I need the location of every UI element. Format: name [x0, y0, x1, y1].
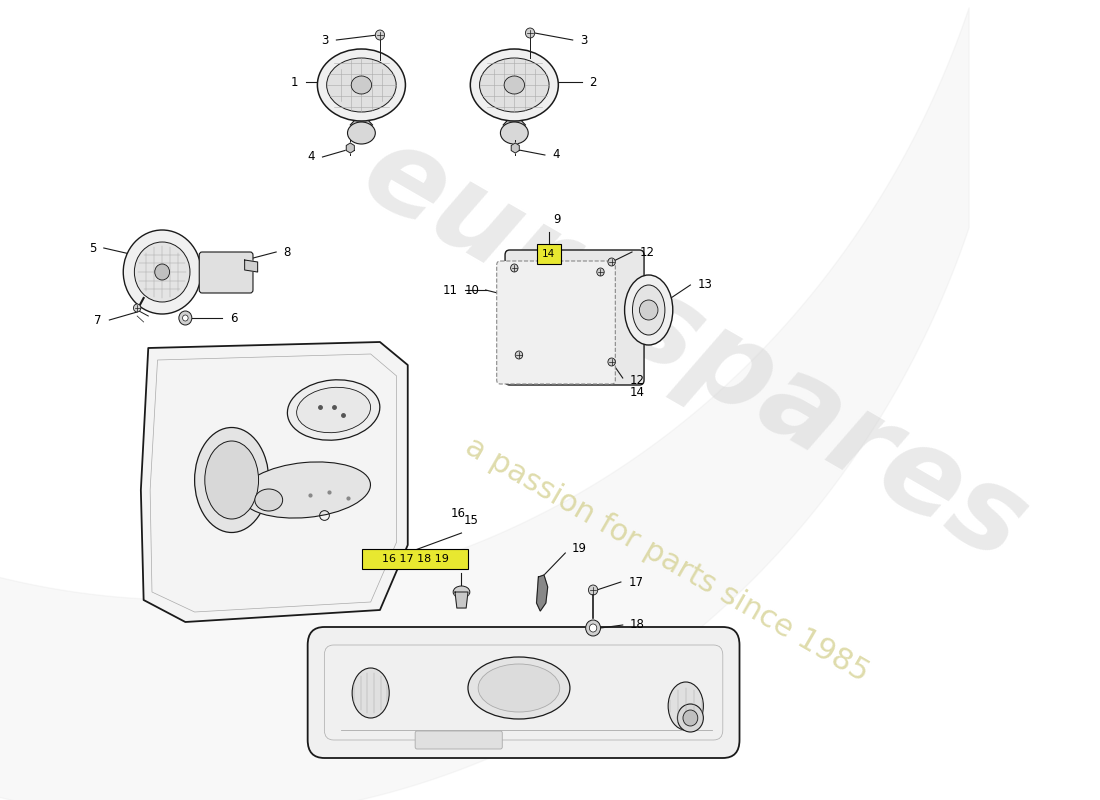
Circle shape [526, 28, 535, 38]
Text: 17: 17 [628, 575, 643, 589]
Polygon shape [350, 121, 373, 125]
Ellipse shape [255, 489, 283, 511]
Circle shape [608, 258, 615, 266]
Circle shape [515, 351, 522, 359]
Polygon shape [512, 143, 519, 153]
Polygon shape [141, 342, 408, 622]
Ellipse shape [352, 668, 389, 718]
FancyBboxPatch shape [362, 549, 468, 569]
Ellipse shape [468, 657, 570, 719]
Text: 5: 5 [89, 242, 97, 254]
Circle shape [375, 30, 385, 40]
FancyBboxPatch shape [537, 244, 561, 264]
Ellipse shape [478, 664, 560, 712]
Text: 19: 19 [572, 542, 586, 554]
Ellipse shape [287, 380, 380, 440]
Ellipse shape [297, 387, 371, 433]
Text: 4: 4 [552, 149, 560, 162]
Text: 14: 14 [542, 249, 556, 259]
Text: 3: 3 [321, 34, 329, 46]
Circle shape [608, 358, 615, 366]
Text: 2: 2 [590, 75, 597, 89]
Circle shape [183, 315, 188, 321]
FancyBboxPatch shape [497, 261, 615, 384]
Text: 15: 15 [463, 514, 478, 527]
Circle shape [678, 704, 703, 732]
FancyBboxPatch shape [415, 731, 503, 749]
Ellipse shape [625, 275, 673, 345]
Text: 16 17 18 19: 16 17 18 19 [382, 554, 449, 564]
Ellipse shape [453, 586, 470, 598]
Ellipse shape [504, 76, 525, 94]
Ellipse shape [351, 76, 372, 94]
Circle shape [639, 300, 658, 320]
FancyBboxPatch shape [505, 250, 645, 385]
Circle shape [155, 264, 169, 280]
Text: 1: 1 [290, 75, 298, 89]
Polygon shape [244, 260, 257, 272]
Circle shape [123, 230, 201, 314]
Text: eurospares: eurospares [343, 114, 1047, 586]
Ellipse shape [500, 122, 528, 144]
Polygon shape [503, 121, 526, 125]
Text: 6: 6 [230, 311, 238, 325]
Text: 4: 4 [308, 150, 315, 163]
Ellipse shape [195, 427, 268, 533]
Text: 10: 10 [465, 283, 480, 297]
Ellipse shape [480, 58, 549, 112]
Text: 12: 12 [639, 246, 654, 258]
Text: 16: 16 [450, 507, 465, 520]
Text: 7: 7 [95, 314, 102, 326]
Ellipse shape [318, 49, 406, 121]
Circle shape [134, 242, 190, 302]
Text: 8: 8 [284, 246, 290, 258]
Text: 18: 18 [630, 618, 645, 631]
Ellipse shape [668, 682, 703, 730]
Text: 14: 14 [630, 386, 646, 399]
Ellipse shape [327, 58, 396, 112]
Ellipse shape [632, 285, 664, 335]
Circle shape [133, 304, 141, 312]
Polygon shape [455, 592, 468, 608]
Ellipse shape [241, 462, 371, 518]
Text: 3: 3 [580, 34, 587, 46]
Circle shape [597, 268, 604, 276]
Circle shape [179, 311, 191, 325]
Ellipse shape [348, 122, 375, 144]
FancyBboxPatch shape [199, 252, 253, 293]
Circle shape [585, 620, 601, 636]
Circle shape [588, 585, 597, 595]
Text: 12: 12 [630, 374, 646, 387]
Circle shape [683, 710, 697, 726]
Polygon shape [346, 143, 354, 153]
Ellipse shape [471, 49, 559, 121]
Text: 13: 13 [697, 278, 713, 291]
FancyBboxPatch shape [308, 627, 739, 758]
Text: 9: 9 [553, 213, 561, 226]
Circle shape [510, 264, 518, 272]
Polygon shape [537, 575, 548, 611]
Text: 11: 11 [443, 283, 458, 297]
Circle shape [590, 624, 597, 632]
Ellipse shape [205, 441, 258, 519]
Text: a passion for parts since 1985: a passion for parts since 1985 [460, 432, 874, 688]
